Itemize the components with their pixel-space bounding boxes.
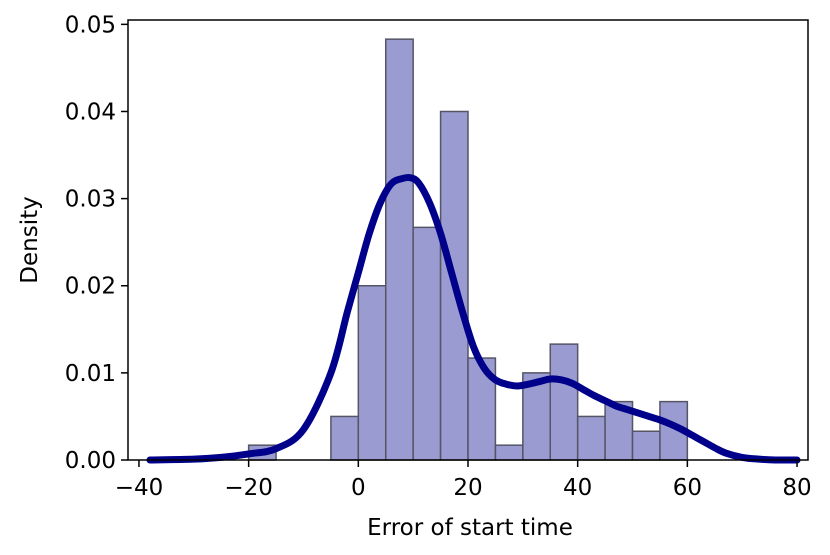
y-tick-label: 0.03 (65, 187, 116, 213)
x-tick-label: −20 (224, 475, 273, 501)
y-tick-label: 0.01 (65, 361, 116, 387)
histogram-bar (494, 444, 524, 461)
histogram-bar (412, 226, 442, 461)
x-tick-label: 0 (351, 475, 366, 501)
x-tick-label: 20 (453, 475, 482, 501)
histogram-bar (384, 38, 414, 461)
y-tick-label: 0.02 (65, 274, 116, 300)
y-tick-label: 0.04 (65, 99, 116, 125)
x-axis-title: Error of start time (367, 515, 573, 541)
kde-curve (146, 173, 801, 464)
histogram-bar (631, 430, 661, 461)
histogram-bars (247, 38, 689, 461)
y-axis-title: Density (17, 196, 43, 283)
x-tick-label: 60 (673, 475, 702, 501)
x-tick-label: 80 (782, 475, 811, 501)
y-axis: 0.00 0.01 0.02 0.03 0.04 0.05 (65, 12, 128, 474)
x-tick-label: −40 (115, 475, 164, 501)
x-axis: −40 −20 0 20 40 60 80 (115, 460, 812, 501)
y-tick-label: 0.05 (65, 12, 116, 38)
histogram-bar (330, 415, 360, 461)
histogram-bar (357, 284, 387, 461)
x-tick-label: 40 (563, 475, 592, 501)
histogram-bar (549, 343, 579, 461)
histogram-bar (576, 415, 606, 461)
y-tick-label: 0.00 (65, 448, 116, 474)
